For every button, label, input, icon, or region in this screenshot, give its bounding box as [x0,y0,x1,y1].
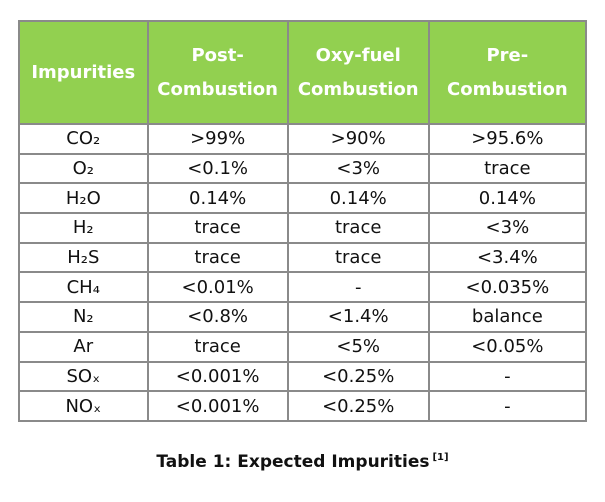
impurity-cell: CH₄ [18,271,149,304]
caption-ref: [1] [432,452,449,463]
value-cell: <3.4% [427,241,588,274]
table-row: H₂ trace trace <3% [18,212,588,244]
value-cell: trace [146,330,289,363]
impurity-cell: NOₓ [18,390,149,422]
value-cell: <0.05% [427,330,588,363]
value-cell: <3% [427,212,588,244]
table-row: Ar trace <5% <0.05% [18,330,588,363]
column-header: Post- Combustion [146,20,289,125]
impurity-cell: H₂O [18,182,149,215]
table-row: H₂S trace trace <3.4% [18,241,588,274]
value-cell: trace [286,212,430,244]
value-cell: <0.8% [146,301,289,333]
table-row: SOₓ <0.001% <0.25% - [18,360,588,393]
impurity-cell: CO₂ [18,123,149,155]
value-cell: - [427,360,588,393]
value-cell: 0.14% [286,182,430,215]
value-cell: <3% [286,152,430,185]
impurity-cell: Ar [18,330,149,363]
value-cell: balance [427,301,588,333]
table-head: Impurities Post- Combustion Oxy-fuel Combu… [18,20,588,125]
impurity-cell: H₂S [18,241,149,274]
impurity-cell: H₂ [18,212,149,244]
value-cell: - [427,390,588,422]
caption-text: Table 1: Expected Impurities [156,452,430,472]
value-cell: 0.14% [427,182,588,215]
column-header: Impurities [18,20,149,125]
value-cell: 0.14% [146,182,289,215]
impurity-cell: N₂ [18,301,149,333]
column-header: Pre- Combustion [427,20,588,125]
value-cell: <0.001% [146,360,289,393]
value-cell: <0.035% [427,271,588,304]
value-cell: <0.001% [146,390,289,422]
header-row: Impurities Post- Combustion Oxy-fuel Combu… [18,20,588,125]
table-row: N₂ <0.8% <1.4% balance [18,301,588,333]
impurities-table: Impurities Post- Combustion Oxy-fuel Combu… [18,20,588,422]
column-header: Oxy-fuel Combustion [286,20,430,125]
value-cell: <0.01% [146,271,289,304]
value-cell: >90% [286,123,430,155]
value-cell: trace [146,241,289,274]
value-cell: <0.1% [146,152,289,185]
table-row: H₂O 0.14% 0.14% 0.14% [18,182,588,215]
value-cell: <1.4% [286,301,430,333]
table-row: CH₄ <0.01% - <0.035% [18,271,588,304]
value-cell: trace [286,241,430,274]
value-cell: <5% [286,330,430,363]
value-cell: <0.25% [286,360,430,393]
table-body: CO₂ >99% >90% >95.6% O₂ <0.1% <3% trace H₂O 0.14%… [18,123,588,422]
value-cell: <0.25% [286,390,430,422]
value-cell: >99% [146,123,289,155]
value-cell: >95.6% [427,123,588,155]
table-row: NOₓ <0.001% <0.25% - [18,390,588,422]
caption: Table 1: Expected Impurities [1] [0,452,605,472]
impurity-cell: O₂ [18,152,149,185]
value-cell: - [286,271,430,304]
value-cell: trace [146,212,289,244]
impurity-cell: SOₓ [18,360,149,393]
table-row: CO₂ >99% >90% >95.6% [18,123,588,155]
table-row: O₂ <0.1% <3% trace [18,152,588,185]
value-cell: trace [427,152,588,185]
